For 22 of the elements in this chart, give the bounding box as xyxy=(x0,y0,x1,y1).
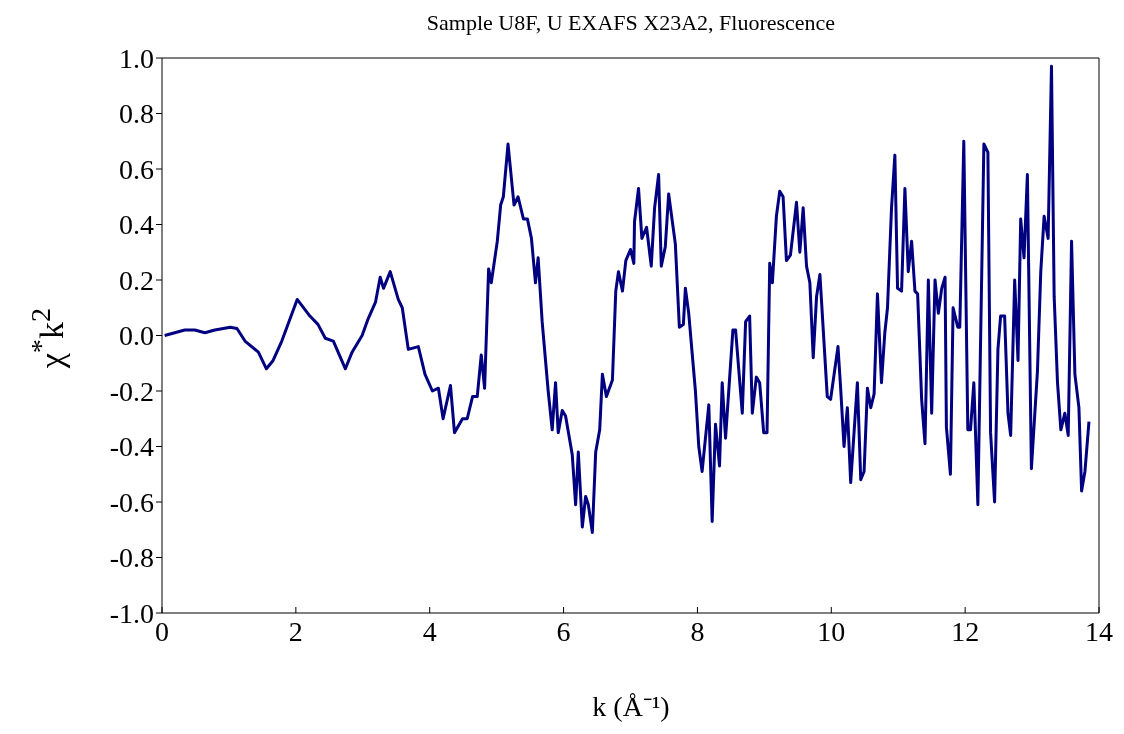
y-tick-label: 0.8 xyxy=(119,98,154,130)
x-axis-title: k (Å⁻¹) xyxy=(591,690,671,724)
x-tick-label: 12 xyxy=(951,615,980,647)
x-tick-label: 8 xyxy=(690,615,705,647)
y-tick-label: 1.0 xyxy=(119,42,154,74)
y-tick-label: -0.4 xyxy=(109,431,154,463)
x-tick-label: 14 xyxy=(1085,615,1113,647)
y-tick-label: 0.2 xyxy=(119,264,154,296)
x-tick-label: 6 xyxy=(556,615,571,647)
y-tick-label: -1.0 xyxy=(109,597,154,629)
x-tick-label: 0 xyxy=(155,615,169,647)
line-series xyxy=(163,64,1091,535)
y-tick-label: 0.6 xyxy=(119,153,154,185)
x-tick-label: 10 xyxy=(817,615,846,647)
y-tick-label: 0.4 xyxy=(119,209,154,241)
y-tick-label: 0.0 xyxy=(119,320,154,352)
y-tick-label: -0.8 xyxy=(109,542,154,574)
chart-title: Sample U8F, U EXAFS X23A2, Fluorescence xyxy=(425,10,837,36)
x-tick-label: 4 xyxy=(422,615,437,647)
y-tick-label: -0.2 xyxy=(109,375,154,407)
y-tick-label: -0.6 xyxy=(109,486,154,518)
x-tick-label: 2 xyxy=(288,615,303,647)
